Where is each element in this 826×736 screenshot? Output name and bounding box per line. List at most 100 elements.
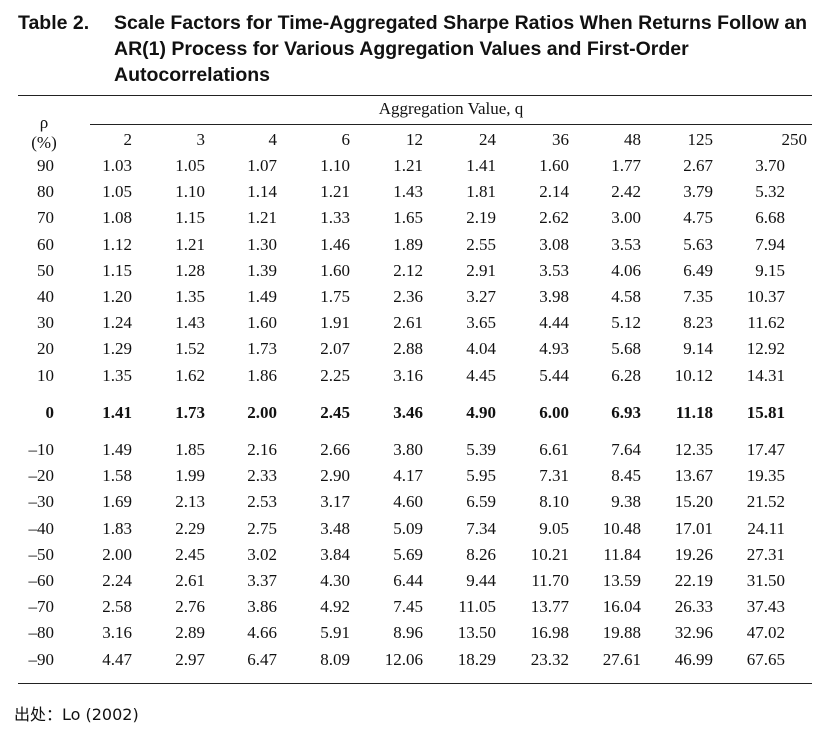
- scale-factor-cell: 2.13: [175, 492, 205, 512]
- rho-value: 30: [37, 313, 54, 333]
- scale-factor-cell: 4.93: [539, 339, 569, 359]
- scale-factor-cell: 19.35: [746, 466, 785, 486]
- scale-factor-cell: 8.45: [611, 466, 641, 486]
- scale-factor-cell: 1.85: [175, 440, 205, 460]
- scale-factor-cell: 1.33: [320, 208, 350, 228]
- scale-factor-cell: 5.68: [611, 339, 641, 359]
- scale-factor-cell: 5.44: [539, 365, 569, 385]
- scale-factor-cell: 2.19: [466, 208, 496, 228]
- spacer-cell: [18, 389, 807, 400]
- table-row: 70 1.08 1.15 1.21 1.33 1.65 2.19 2.62 3.00 4.75 6.…: [18, 205, 807, 231]
- scale-factor-cell: 3.17: [320, 492, 350, 512]
- column-header-q: 24: [479, 130, 496, 149]
- scale-factor-cell: 2.90: [320, 466, 350, 486]
- table-row: –60 2.24 2.61 3.37 4.30 6.44 9.44 11.70 13.59 22.…: [18, 568, 807, 594]
- scale-factor-cell: 11.84: [603, 544, 641, 564]
- rho-value: 50: [37, 260, 54, 280]
- scale-factor-cell: 1.15: [175, 208, 205, 228]
- scale-factor-cell: 5.39: [466, 440, 496, 460]
- scale-factor-cell: 1.28: [175, 260, 205, 280]
- row-spacer: [18, 389, 807, 400]
- table-row: 50 1.15 1.28 1.39 1.60 2.12 2.91 3.53 4.06 6.49 9.…: [18, 258, 807, 284]
- scale-factor-cell: 1.41: [466, 156, 496, 175]
- scale-factor-cell: 3.86: [247, 597, 277, 617]
- rho-header: ρ (%): [18, 113, 70, 153]
- scale-factor-cell: 2.55: [466, 234, 496, 254]
- scale-factor-cell: 4.66: [247, 623, 277, 643]
- scale-factor-cell: 7.45: [393, 597, 423, 617]
- scale-factor-cell: 2.66: [320, 440, 350, 460]
- spacer-cell: [18, 426, 807, 437]
- scale-factor-cell: 2.67: [683, 156, 713, 175]
- scale-factor-cell: 6.47: [247, 649, 277, 669]
- scale-factor-cell: 1.41: [102, 402, 132, 422]
- scale-factor-cell: 2.36: [393, 287, 423, 307]
- scale-factor-cell: 2.97: [175, 649, 205, 669]
- rho-value: –80: [28, 623, 55, 643]
- scale-factor-cell: 3.46: [393, 402, 423, 422]
- rho-value: –10: [28, 440, 55, 460]
- scale-factor-cell: 11.05: [458, 597, 496, 617]
- table-caption: Table 2. Scale Factors for Time-Aggregat…: [18, 10, 818, 88]
- rho-unit: (%): [31, 133, 57, 152]
- scale-factor-cell: 1.58: [102, 466, 132, 486]
- rho-value: –60: [28, 571, 55, 591]
- scale-factor-cell: 1.46: [320, 234, 350, 254]
- scale-factor-cell: 3.02: [247, 544, 277, 564]
- scale-factor-cell: 37.43: [746, 597, 785, 617]
- scale-factor-cell: 3.53: [539, 260, 569, 280]
- scale-factor-cell: 47.02: [746, 623, 785, 643]
- scale-factor-cell: 1.73: [175, 402, 205, 422]
- scale-factor-cell: 32.96: [674, 623, 713, 643]
- scale-factor-cell: 5.12: [611, 313, 641, 333]
- rho-value: –20: [28, 466, 55, 486]
- rho-value: 20: [37, 339, 54, 359]
- table-row: –40 1.83 2.29 2.75 3.48 5.09 7.34 9.05 10.48 17.0…: [18, 516, 807, 542]
- rho-value: 0: [45, 402, 55, 422]
- scale-factor-cell: 1.65: [393, 208, 423, 228]
- table-row: 0 1.41 1.73 2.00 2.45 3.46 4.90 6.00 6.93 11.18 15…: [18, 400, 807, 426]
- scale-factor-cell: 3.70: [755, 156, 785, 175]
- scale-factor-cell: 1.20: [102, 287, 132, 307]
- scale-factor-cell: 2.75: [247, 518, 277, 538]
- scale-factor-cell: 2.07: [320, 339, 350, 359]
- scale-factor-cell: 22.19: [674, 571, 713, 591]
- table-body: 90 1.03 1.05 1.07 1.10 1.21 1.41 1.60 1.77 2.67 3.…: [18, 153, 807, 673]
- scale-factor-cell: 1.21: [175, 234, 205, 254]
- subheader-rule: [90, 124, 812, 125]
- scale-factor-cell: 31.50: [746, 571, 785, 591]
- scale-factor-cell: 46.99: [674, 649, 713, 669]
- scale-factor-cell: 6.49: [683, 260, 713, 280]
- scale-factor-cell: 1.24: [102, 313, 132, 333]
- rho-value: –90: [28, 649, 55, 669]
- aggregation-value-header: Aggregation Value, q: [90, 98, 812, 120]
- scale-factor-cell: 2.25: [320, 365, 350, 385]
- table-row: 40 1.20 1.35 1.49 1.75 2.36 3.27 3.98 4.58 7.35 10…: [18, 284, 807, 310]
- scale-factor-cell: 5.69: [393, 544, 423, 564]
- column-header-q: 12: [406, 130, 423, 149]
- scale-factor-cell: 1.10: [320, 156, 350, 175]
- scale-factor-cell: 7.64: [611, 440, 641, 460]
- table-row: –70 2.58 2.76 3.86 4.92 7.45 11.05 13.77 16.04 26…: [18, 594, 807, 620]
- scale-factor-cell: 4.45: [466, 365, 496, 385]
- scale-factor-cell: 12.92: [746, 339, 785, 359]
- scale-factor-cell: 26.33: [674, 597, 713, 617]
- scale-factor-cell: 2.24: [102, 571, 132, 591]
- scale-factor-cell: 9.14: [683, 339, 713, 359]
- table-row: –80 3.16 2.89 4.66 5.91 8.96 13.50 16.98 19.88 32…: [18, 620, 807, 646]
- scale-factor-cell: 10.48: [602, 518, 641, 538]
- scale-factor-cell: 1.10: [175, 182, 205, 202]
- scale-factor-cell: 1.60: [247, 313, 277, 333]
- scale-factor-cell: 5.63: [683, 234, 713, 254]
- scale-factor-cell: 16.98: [530, 623, 569, 643]
- scale-factor-cell: 1.86: [247, 365, 277, 385]
- scale-factor-cell: 6.00: [539, 402, 569, 422]
- scale-factor-cell: 13.59: [602, 571, 641, 591]
- column-header-row: 2 3 4 6 12 24 36 48 125 250: [18, 127, 808, 153]
- table-row: –20 1.58 1.99 2.33 2.90 4.17 5.95 7.31 8.45 13.67…: [18, 463, 807, 489]
- scale-factor-cell: 2.91: [466, 260, 496, 280]
- scale-factor-cell: 21.52: [746, 492, 785, 512]
- scale-factor-cell: 1.39: [247, 260, 277, 280]
- scale-factor-cell: 12.35: [674, 440, 713, 460]
- scale-factor-cell: 15.20: [674, 492, 713, 512]
